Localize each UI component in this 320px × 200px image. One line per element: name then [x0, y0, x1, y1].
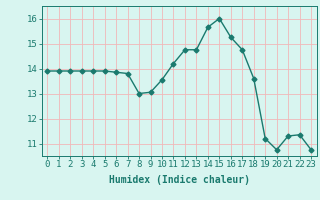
X-axis label: Humidex (Indice chaleur): Humidex (Indice chaleur) [109, 175, 250, 185]
